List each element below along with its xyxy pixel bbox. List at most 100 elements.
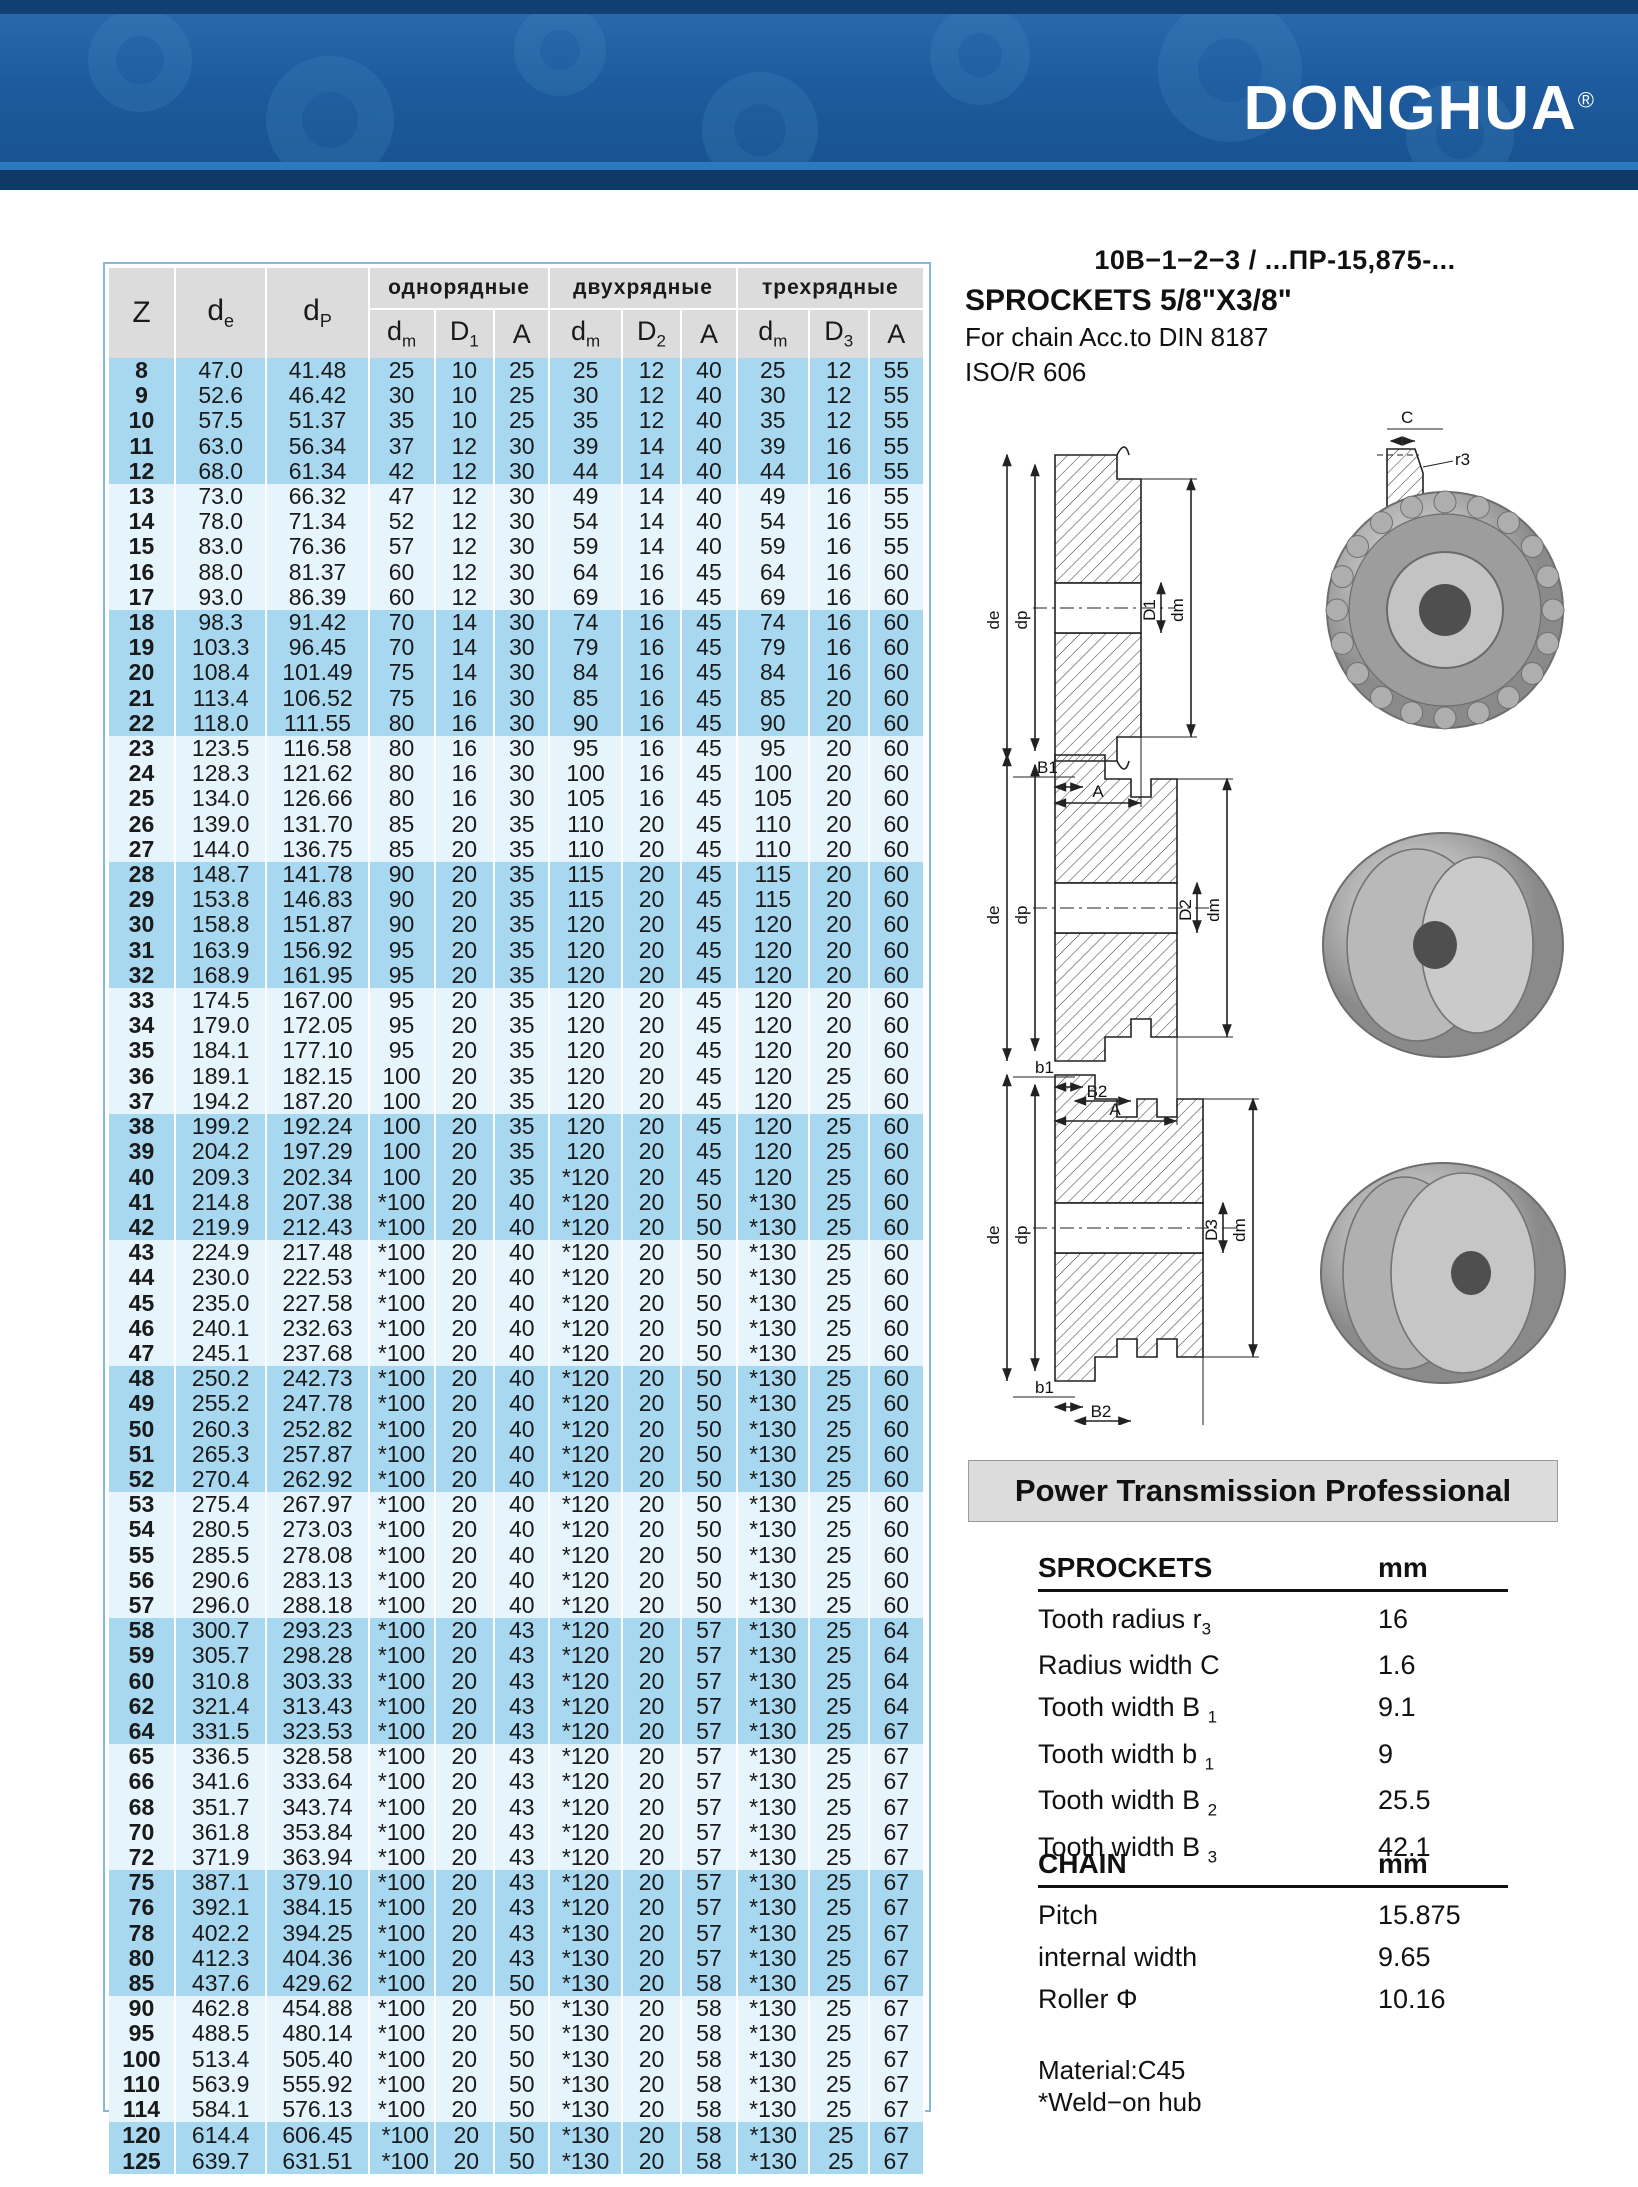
- cell-v6: *130: [736, 2071, 810, 2098]
- cell-v5: 45: [681, 962, 738, 989]
- power-transmission-label: Power Transmission Professional: [1014, 1473, 1512, 1508]
- cell-v1: 20: [434, 1441, 496, 1467]
- cell-v0: 100: [368, 1139, 436, 1165]
- cell-de: 174.5: [174, 987, 268, 1014]
- table-row: 33 174.5 167.00 95 20 35 120 20 45 120 20 60: [109, 987, 926, 1014]
- cell-v3: 120: [549, 1113, 623, 1140]
- cell-v1: 20: [434, 1391, 496, 1417]
- cell-dp: 151.87: [266, 912, 370, 938]
- cell-dp: 91.42: [266, 609, 370, 636]
- cell-v8: 60: [868, 811, 926, 837]
- cell-v3: 100: [549, 761, 623, 787]
- cell-v2: 40: [494, 1416, 551, 1442]
- chain-standard: For chain Acc.to DIN 8187: [965, 322, 1269, 352]
- cell-v7: 25: [808, 1592, 870, 1619]
- th-group-duplex: двухрядные: [549, 268, 738, 310]
- cell-v8: 60: [868, 1265, 926, 1291]
- cell-v8: 60: [868, 1088, 926, 1115]
- cell-v4: 20: [621, 1743, 683, 1770]
- cell-dp: 86.39: [266, 584, 370, 611]
- cell-v2: 40: [494, 1340, 551, 1367]
- th-sub-6: dm: [736, 309, 810, 358]
- cell-v2: 35: [494, 861, 551, 888]
- cell-v3: *120: [549, 1239, 623, 1266]
- cell-v2: 35: [494, 912, 551, 938]
- cell-dp: 404.36: [266, 1945, 370, 1971]
- cell-z: 18: [109, 609, 176, 636]
- cell-dm1-final: *100 *100: [368, 2122, 436, 2175]
- banner-gradient: [0, 0, 1638, 190]
- cell-dp: 267.97: [266, 1491, 370, 1518]
- table-row: 47 245.1 237.68 *100 20 40 *120 20 50 *130 25 60: [109, 1340, 926, 1367]
- table-row: 28 148.7 141.78 90 20 35 115 20 45 115 20 60: [109, 861, 926, 888]
- table-row: 18 98.3 91.42 70 14 30 74 16 45 74 16 60: [109, 609, 926, 636]
- cell-v3: *120: [549, 1365, 623, 1392]
- table-row: 44 230.0 222.53 *100 20 40 *120 20 50 *130 25 60: [109, 1265, 926, 1291]
- cell-de: 103.3: [174, 635, 268, 661]
- cell-v8: 60: [868, 1139, 926, 1165]
- cell-v3: *130: [549, 2046, 623, 2072]
- cell-dm2-final: *130 *130: [549, 2122, 623, 2175]
- cell-v3: *120: [549, 1895, 623, 1921]
- cell-v4: 12: [621, 408, 683, 434]
- cell-v5: 45: [681, 1164, 738, 1190]
- cell-v6: *130: [736, 1895, 810, 1921]
- cell-v5: 40: [681, 509, 738, 535]
- cell-v8: 67: [868, 1769, 926, 1795]
- cell-v0: *100: [368, 1643, 436, 1669]
- cell-v6: 90: [736, 710, 810, 737]
- cell-dp: 167.00: [266, 987, 370, 1014]
- cell-z: 17: [109, 584, 176, 611]
- table-row: 68 351.7 343.74 *100 20 43 *120 20 57 *130 25 67: [109, 1794, 926, 1820]
- cell-v5: 45: [681, 710, 738, 737]
- cell-v1: 20: [434, 1164, 496, 1190]
- cell-z: 95: [109, 2021, 176, 2047]
- cell-v0: *100: [368, 1517, 436, 1543]
- cell-v2: 25: [494, 357, 551, 384]
- material-notes: Material:C45 *Weld−on hub: [1038, 2055, 1202, 2118]
- cell-v5: 50: [681, 1365, 738, 1392]
- cell-v2: 35: [494, 1013, 551, 1039]
- cell-v6: *130: [736, 2021, 810, 2047]
- cell-z: 76: [109, 1895, 176, 1921]
- cell-v4: 20: [621, 1239, 683, 1266]
- cell-de: 199.2: [174, 1113, 268, 1140]
- cell-v0: 70: [368, 609, 436, 636]
- label-b1-2: b1: [1035, 1058, 1054, 1077]
- cell-v5: 45: [681, 987, 738, 1014]
- cell-v8: 60: [868, 735, 926, 762]
- cell-v7: 20: [808, 962, 870, 989]
- cell-v2: 40: [494, 1491, 551, 1518]
- table-row: 40 209.3 202.34 100 20 35 *120 20 45 120 25 60: [109, 1164, 926, 1190]
- cell-v6: 85: [736, 685, 810, 711]
- cell-v1: 16: [434, 710, 496, 737]
- cell-v3: 85: [549, 685, 623, 711]
- cell-v4: 16: [621, 584, 683, 611]
- cell-v3: 54: [549, 509, 623, 535]
- sprocket-spec-row: Tooth width B 1 9.1: [1038, 1686, 1508, 1732]
- th-de: de: [174, 268, 268, 358]
- cell-v4: 16: [621, 761, 683, 787]
- cell-v4: 20: [621, 1592, 683, 1619]
- cell-v3: *120: [549, 1718, 623, 1745]
- cell-v3: 120: [549, 937, 623, 963]
- cell-v2: 43: [494, 1718, 551, 1745]
- cell-v0: 95: [368, 962, 436, 989]
- cell-de: 296.0: [174, 1592, 268, 1619]
- cell-v1: 10: [434, 357, 496, 384]
- label-D2: D2: [1176, 899, 1195, 921]
- sprocket-cross-sections-svg: de dp D1 dm B1 A C r3 de: [984, 408, 1566, 1466]
- cell-v2: 30: [494, 685, 551, 711]
- cell-v1: 14: [434, 609, 496, 636]
- cell-dp: 227.58: [266, 1290, 370, 1316]
- cell-de: 361.8: [174, 1819, 268, 1845]
- cell-v3: *120: [549, 1542, 623, 1568]
- cell-v3: *120: [549, 1265, 623, 1291]
- th-dp-sub: P: [319, 311, 332, 331]
- cell-dp: 333.64: [266, 1769, 370, 1795]
- cell-v7: 25: [808, 1895, 870, 1921]
- cell-v5: 50: [681, 1239, 738, 1266]
- cell-dp: 146.83: [266, 887, 370, 913]
- cell-v1: 20: [434, 1063, 496, 1089]
- cell-v0: 57: [368, 534, 436, 560]
